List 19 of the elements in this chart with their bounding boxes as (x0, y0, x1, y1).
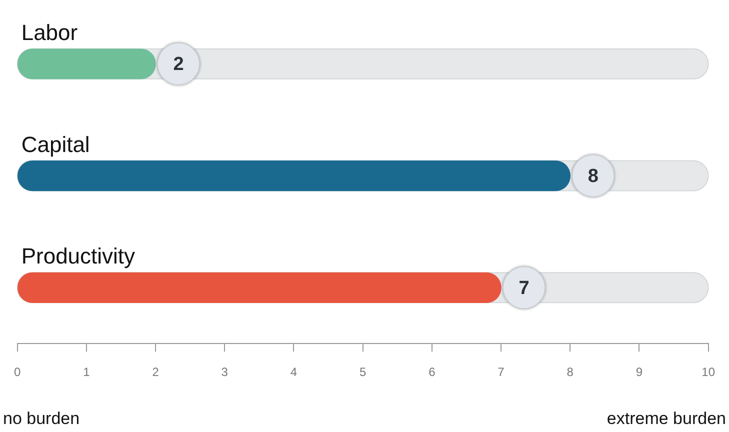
y-tick-label: Labor (21, 20, 78, 45)
x-tick-label: 10 (702, 365, 716, 380)
x-tick-label: 7 (498, 365, 505, 380)
data-label: 2 (173, 54, 184, 76)
text: extreme burden (606, 409, 726, 428)
x-tick-label: 4 (290, 365, 298, 380)
text: no burden (3, 409, 80, 428)
x-tick-label: 3 (221, 365, 228, 380)
y-tick-label: Productivity (21, 244, 136, 269)
x-tick-label: 6 (428, 365, 436, 380)
y-tick-label: Capital (21, 132, 90, 157)
x-tick-label: 5 (359, 365, 366, 380)
x-tick-label: 2 (152, 365, 160, 380)
x-tick-label: 8 (566, 365, 574, 380)
x-tick-label: 0 (14, 365, 21, 380)
x-tick-label: 9 (636, 365, 643, 380)
x-tick-label: 1 (83, 365, 90, 380)
data-label: 8 (588, 166, 598, 188)
data-label: 7 (518, 278, 530, 299)
